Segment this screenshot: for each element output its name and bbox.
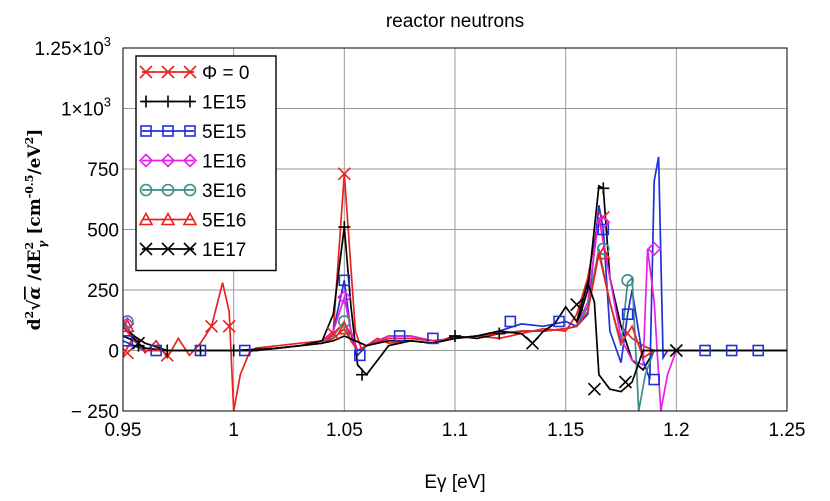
legend-marker [140, 125, 152, 137]
series-marker-0 [222, 319, 236, 333]
legend-marker [139, 242, 153, 256]
y-tick-label: 500 [87, 221, 119, 242]
legend-marker [162, 125, 174, 137]
series-marker-2 [752, 344, 765, 357]
series-marker-5 [595, 246, 611, 260]
series-marker-6 [525, 336, 540, 350]
legend-marker [138, 153, 154, 168]
series-marker-4 [123, 315, 134, 328]
legend: Φ = 0 1E15 5E15 1E16 3E16 5E16 1E17 [135, 55, 277, 272]
series-marker-1 [493, 327, 506, 340]
plot-markers [123, 167, 765, 396]
series-marker-0 [326, 326, 340, 341]
series-marker-6 [669, 343, 683, 358]
x-tick-label: 1.25 [769, 420, 806, 441]
y-tick-label: − 250 [71, 402, 119, 423]
series-marker-1 [227, 344, 240, 357]
series-marker-2 [393, 330, 406, 342]
series-marker-1 [132, 339, 145, 352]
legend-entry: Φ = 0 [202, 63, 249, 84]
series-marker-4 [596, 242, 610, 256]
series-marker-5 [123, 318, 135, 333]
y-tick-label: 0 [108, 342, 119, 363]
y-tick-label: 250 [87, 281, 119, 302]
series-marker-2 [699, 344, 711, 357]
series-marker-6 [587, 382, 602, 396]
legend-entry: 1E17 [202, 240, 246, 261]
series-marker-1 [356, 368, 369, 381]
legend-entry: 3E16 [202, 181, 246, 202]
series-marker-6 [570, 297, 584, 312]
y-tick-label: 1×103 [61, 95, 111, 121]
series-marker-3 [596, 215, 611, 230]
legend-marker [140, 95, 152, 108]
series-marker-2 [725, 344, 738, 357]
series-marker-1 [449, 329, 461, 342]
series-marker-2 [621, 308, 634, 321]
y-tick-label: 750 [87, 160, 119, 181]
series-marker-4 [338, 315, 351, 328]
legend-marker [160, 153, 176, 168]
legend-marker [161, 242, 175, 256]
legend-entry: 5E16 [202, 211, 246, 232]
series-marker-2 [648, 373, 661, 386]
x-tick-label: 0.95 [105, 420, 142, 441]
series-marker-1 [338, 221, 351, 234]
axis-ticks: 0.95 1 1.05 1.1 1.15 1.2 1.25 − 250 0 250 500 750 1×… [35, 34, 806, 441]
legend-marker [139, 65, 153, 79]
legend-marker [160, 211, 176, 226]
series-marker-2 [553, 315, 565, 328]
legend-marker [183, 65, 197, 79]
series-marker-2 [150, 344, 162, 357]
legend-entry: 5E15 [202, 122, 246, 143]
series-marker-2 [504, 315, 517, 328]
series-marker-0 [204, 319, 219, 333]
legend-marker [162, 95, 174, 108]
legend-marker [182, 153, 198, 168]
x-tick-label: 1.05 [326, 420, 363, 441]
series-marker-1 [161, 344, 174, 357]
chart-title: reactor neutrons [386, 11, 524, 32]
x-axis-label: Eγ [eV] [424, 472, 485, 493]
series-marker-6 [618, 375, 632, 389]
legend-marker [183, 183, 197, 197]
legend-marker [184, 125, 196, 137]
y-axis-label: d2√α /dE2γ [cm-0.5/eV2] [23, 129, 49, 331]
series-marker-1 [597, 182, 610, 195]
x-tick-label: 1.15 [547, 420, 584, 441]
legend-entry: 1E16 [202, 152, 246, 173]
x-tick-label: 1 [228, 420, 239, 441]
legend-marker [138, 211, 154, 226]
series-marker-6 [131, 336, 146, 350]
x-tick-label: 1.1 [442, 420, 468, 441]
series-marker-2 [354, 349, 366, 362]
legend-marker [161, 65, 175, 79]
series-marker-2 [597, 223, 610, 236]
series-marker-2 [427, 332, 439, 345]
legend-marker [184, 95, 196, 108]
x-tick-label: 1.2 [663, 420, 689, 441]
legend-entry: 1E15 [202, 93, 246, 114]
legend-marker [182, 211, 198, 226]
plot-frame [122, 47, 788, 412]
series-marker-5 [336, 321, 352, 335]
series-marker-2 [338, 274, 351, 287]
series-marker-2 [194, 344, 207, 357]
series-marker-2 [238, 344, 251, 357]
series-marker-4 [621, 274, 634, 287]
series-marker-3 [647, 241, 662, 256]
legend-marker [139, 183, 153, 197]
series-marker-2 [123, 335, 134, 347]
legend-box [135, 55, 277, 272]
series-marker-3 [337, 290, 352, 305]
y-tick-label: 1.25×103 [35, 34, 111, 60]
series-marker-1 [194, 344, 207, 357]
series-marker-0 [596, 210, 610, 224]
legend-marker [161, 183, 175, 197]
legend-marker [183, 242, 197, 256]
series-marker-0 [337, 167, 351, 181]
